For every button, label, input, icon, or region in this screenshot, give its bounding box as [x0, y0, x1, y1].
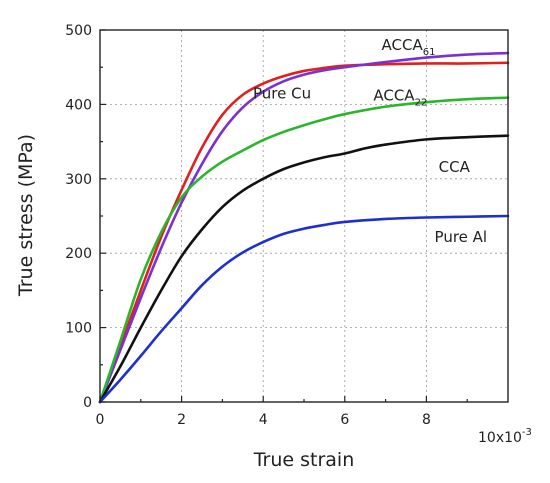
- x-axis-label: True strain: [253, 449, 355, 471]
- series-line-acca22: [98, 96, 510, 404]
- x-tick-label: 4: [259, 412, 268, 428]
- x-tick-label: 0: [96, 412, 105, 428]
- x-axis-multiplier: 10x10-3: [478, 427, 532, 446]
- y-tick-label: 0: [83, 395, 92, 411]
- series-label-acca22: ACCA22: [373, 87, 427, 109]
- series-label-cca: CCA: [439, 158, 471, 176]
- series-line-pure-cu: [98, 61, 510, 404]
- y-tick-label: 200: [65, 246, 92, 262]
- x-tick-label: 6: [340, 412, 349, 428]
- axis-ticks: 0 2 4 6 8 0 100 200 300 400 500: [65, 23, 468, 428]
- x-tick-label: 2: [177, 412, 186, 428]
- y-tick-label: 400: [65, 97, 92, 113]
- x-multiplier-exponent: -3: [522, 427, 532, 438]
- y-axis-label: True stress (MPa): [15, 134, 37, 297]
- y-tick-label: 100: [65, 321, 92, 337]
- series-label-pure-cu: Pure Cu: [253, 84, 311, 102]
- series-line-pure-al: [98, 214, 510, 404]
- series-lines: [98, 51, 510, 404]
- y-tick-label: 500: [65, 23, 92, 39]
- x-multiplier-base: 10x10: [478, 430, 522, 446]
- series-label-acca61: ACCA61: [382, 36, 436, 58]
- series-line-acca61: [98, 51, 510, 404]
- series-labels: Pure Cu ACCA61 ACCA22 CCA Pure Al: [253, 36, 487, 246]
- y-tick-label: 300: [65, 172, 92, 188]
- series-line-cca: [98, 134, 510, 404]
- series-label-pure-al: Pure Al: [435, 228, 488, 246]
- x-tick-label: 8: [422, 412, 431, 428]
